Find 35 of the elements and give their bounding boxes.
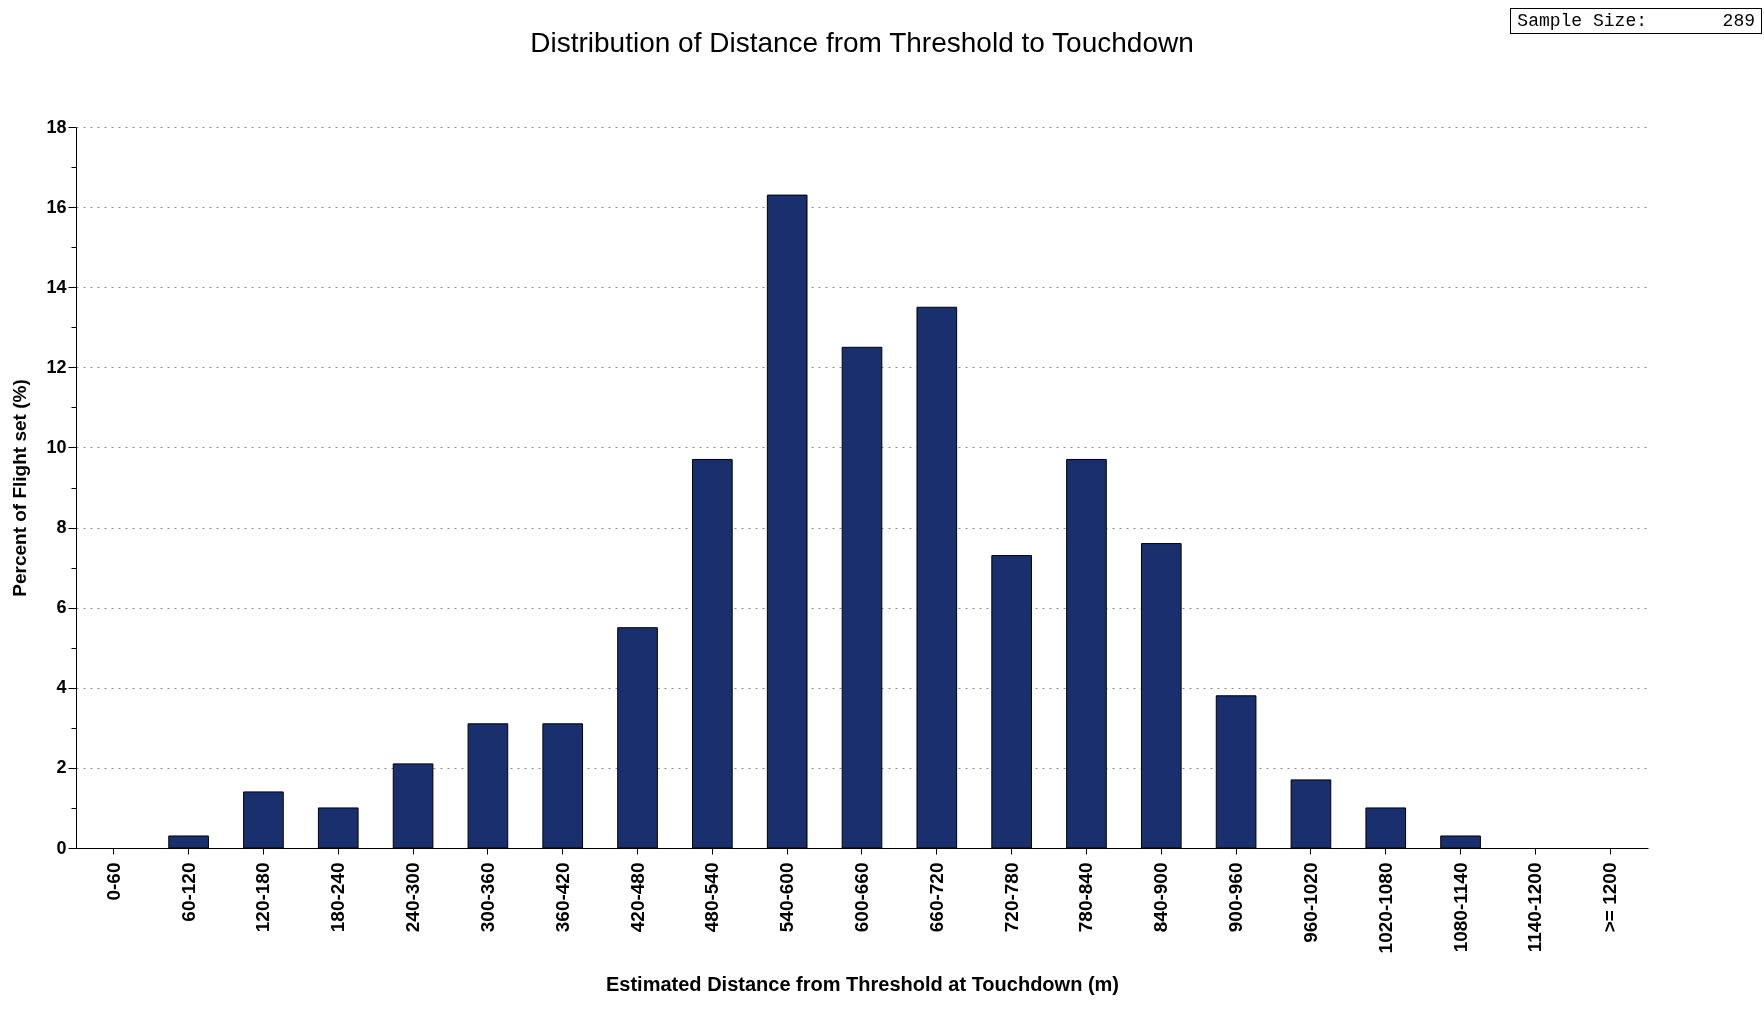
y-tick-label: 6 bbox=[56, 597, 67, 618]
x-tick-label: 840-900 bbox=[1150, 862, 1172, 933]
y-axis-title: Percent of Flight set (%) bbox=[9, 379, 31, 597]
x-tick-label: 0-60 bbox=[102, 862, 124, 901]
x-tick-label: 540-600 bbox=[776, 862, 798, 933]
y-tick-label: 18 bbox=[46, 116, 67, 137]
x-axis-title: Estimated Distance from Threshold at Touchdown (m) bbox=[605, 973, 1120, 996]
x-tick-label: 480-540 bbox=[701, 862, 723, 933]
y-tick-label: 16 bbox=[46, 196, 67, 217]
y-tick-label: 12 bbox=[46, 356, 67, 377]
x-tick-label: 60-120 bbox=[177, 862, 199, 922]
x-tick-label: >= 1200 bbox=[1599, 862, 1621, 933]
chart-title: Distribution of Distance from Threshold to Touchdown bbox=[530, 27, 1194, 58]
y-tick-label: 2 bbox=[56, 757, 67, 778]
x-tick-label: 360-420 bbox=[551, 862, 573, 933]
y-tick-label: 4 bbox=[56, 677, 67, 698]
x-tick-label: 420-480 bbox=[626, 862, 648, 933]
x-tick-label: 1140-1200 bbox=[1524, 862, 1546, 953]
x-tick-label: 960-1020 bbox=[1299, 862, 1321, 943]
y-tick-label: 8 bbox=[56, 517, 67, 538]
x-tick-label: 240-300 bbox=[402, 862, 424, 933]
x-tick-label: 660-720 bbox=[925, 862, 947, 933]
x-tick-label: 780-840 bbox=[1075, 862, 1097, 933]
x-tick-label: 1020-1080 bbox=[1374, 862, 1396, 954]
x-tick-label: 120-180 bbox=[252, 862, 274, 933]
y-tick-label: 0 bbox=[56, 837, 67, 858]
y-tick-label: 14 bbox=[46, 276, 67, 297]
x-tick-label: 600-660 bbox=[851, 862, 872, 933]
y-tick-label: 10 bbox=[46, 436, 67, 457]
x-tick-label: 180-240 bbox=[327, 862, 349, 933]
x-tick-label: 300-360 bbox=[476, 862, 498, 933]
text: Sample Size: 289 bbox=[1510, 8, 1762, 34]
x-tick-label: 720-780 bbox=[1000, 862, 1022, 933]
x-tick-label: 1080-1140 bbox=[1449, 862, 1471, 953]
x-tick-label: 900-960 bbox=[1225, 862, 1247, 933]
